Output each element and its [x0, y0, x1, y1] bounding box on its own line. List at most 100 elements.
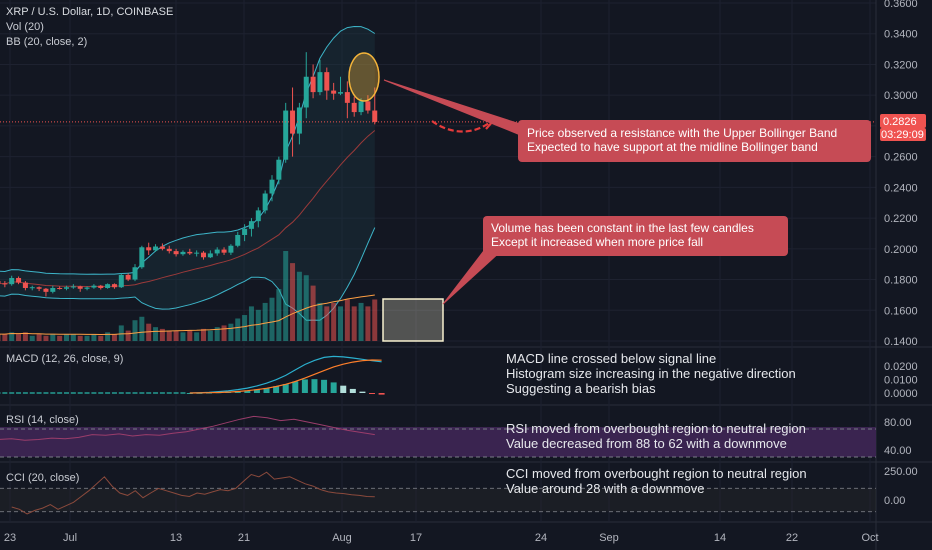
volume-bar: [153, 327, 159, 341]
volume-bar: [201, 328, 206, 341]
volume-bar: [43, 335, 49, 341]
volume-bar: [358, 302, 364, 341]
volume-bar: [207, 330, 213, 341]
volume-ma-line: [0, 294, 375, 336]
volume-bar: [276, 289, 282, 341]
volume-bar: [255, 309, 261, 341]
volume-callout-pointer: [442, 247, 501, 305]
candle-body: [351, 102, 357, 113]
candle-body: [324, 72, 330, 91]
volume-highlight-box: [382, 298, 444, 342]
macd-histogram-bar: [349, 388, 356, 393]
candle-body: [201, 252, 206, 258]
price-axis[interactable]: 0.1400 0.1600 0.1800 0.2000 0.2200 0.2400 0.26…: [884, 0, 918, 507]
candle-body: [132, 267, 138, 280]
candle-body: [0, 281, 1, 284]
volume-bar: [29, 335, 35, 341]
macd-histogram-bar: [263, 387, 270, 393]
bollinger-fill: [0, 26, 375, 321]
countdown-badge: [880, 128, 926, 141]
candle-body: [84, 287, 90, 289]
volume-bar: [105, 332, 111, 341]
candle-body: [207, 253, 213, 258]
macd-histogram-bar: [139, 392, 145, 394]
candle-body: [242, 228, 248, 235]
macd-pane-label[interactable]: MACD (12, 26, close, 9): [6, 353, 124, 365]
rsi-note: RSI moved from overbought region to neut…: [506, 421, 806, 451]
macd-histogram-bar: [330, 382, 337, 393]
price-tick-label: 0.3000: [884, 90, 918, 102]
macd-histogram-bar: [321, 379, 328, 393]
candle-body: [310, 76, 316, 93]
macd-note: MACD line crossed below signal line Hist…: [506, 351, 796, 396]
macd-histogram-bar: [244, 390, 251, 393]
volume-bar: [262, 302, 268, 341]
cci-pane-label[interactable]: CCI (20, close): [6, 472, 80, 484]
symbol-title[interactable]: XRP / U.S. Dollar, 1D, COINBASE: [6, 6, 174, 18]
candle-body: [159, 246, 165, 249]
time-tick-label: 22: [786, 532, 798, 544]
cci-line: [11, 471, 375, 515]
rsi-pane-label[interactable]: RSI (14, close): [6, 414, 79, 426]
macd-histogram-bar: [180, 392, 186, 394]
volume-bar: [296, 271, 302, 341]
volume-bar: [221, 325, 227, 341]
macd-histogram-bar: [2, 392, 8, 394]
cci-tick-label: 250.00: [884, 466, 918, 478]
volume-bar: [180, 332, 186, 341]
price-tick-label: 0.3200: [884, 59, 918, 71]
candle-body: [187, 251, 193, 254]
candle-body: [269, 179, 275, 194]
candle-body: [344, 92, 350, 103]
rsi-line: [0, 415, 375, 441]
time-axis[interactable]: 23 Jul 13 21 Aug 17 24 Sep 14 22 Oct: [4, 532, 879, 544]
candles: [0, 52, 378, 297]
candle-body: [111, 284, 117, 288]
volume-bar: [91, 334, 97, 341]
candle-body: [43, 288, 49, 292]
last-price-badge-text: 0.2826: [883, 116, 917, 128]
macd-histogram-bar: [378, 393, 385, 395]
volume-bar: [344, 299, 350, 341]
macd-histogram-bar: [84, 392, 90, 394]
volume-bar: [64, 334, 69, 341]
bb-indicator-label[interactable]: BB (20, close, 2): [6, 36, 88, 48]
macd-histogram-bar: [311, 379, 318, 393]
candle-body: [50, 287, 56, 292]
volume-bar: [214, 327, 220, 341]
macd-histogram-bar: [29, 392, 35, 394]
rsi-tick-label: 40.00: [884, 445, 912, 457]
candle-body: [365, 101, 371, 111]
rsi-tick-label: 80.00: [884, 417, 912, 429]
vol-indicator-label[interactable]: Vol (20): [6, 21, 44, 33]
macd-histogram-bar: [70, 392, 76, 394]
volume-bars: [0, 251, 378, 341]
time-tick-label: 23: [4, 532, 16, 544]
volume-bar: [269, 297, 275, 341]
bollinger-basis-line: [0, 130, 376, 288]
candle-body: [194, 252, 200, 254]
macd-histogram-bar: [359, 391, 366, 393]
bollinger-band-fill: [0, 26, 375, 321]
macd-histogram-bar: [111, 392, 117, 394]
macd-histogram-bar: [91, 392, 97, 394]
candle-body: [290, 110, 296, 134]
candle-body: [70, 286, 76, 288]
volume-bar: [50, 334, 56, 341]
macd-histogram-bar: [159, 392, 165, 394]
macd-histogram-bar: [301, 379, 308, 393]
candle-body: [77, 286, 83, 289]
signal-line: [189, 359, 382, 394]
volume-bar: [372, 299, 378, 341]
macd-histogram-bar: [173, 392, 179, 394]
time-tick-label: 14: [714, 532, 726, 544]
volume-bar: [317, 302, 323, 341]
candle-body: [372, 110, 378, 122]
time-tick-label: 13: [170, 532, 182, 544]
volume-callout-box: [483, 216, 788, 256]
candle-body: [262, 193, 268, 211]
macd-histogram-bar: [282, 384, 289, 393]
macd-histogram-bar: [153, 392, 159, 394]
macd-histogram-bar: [118, 392, 124, 394]
